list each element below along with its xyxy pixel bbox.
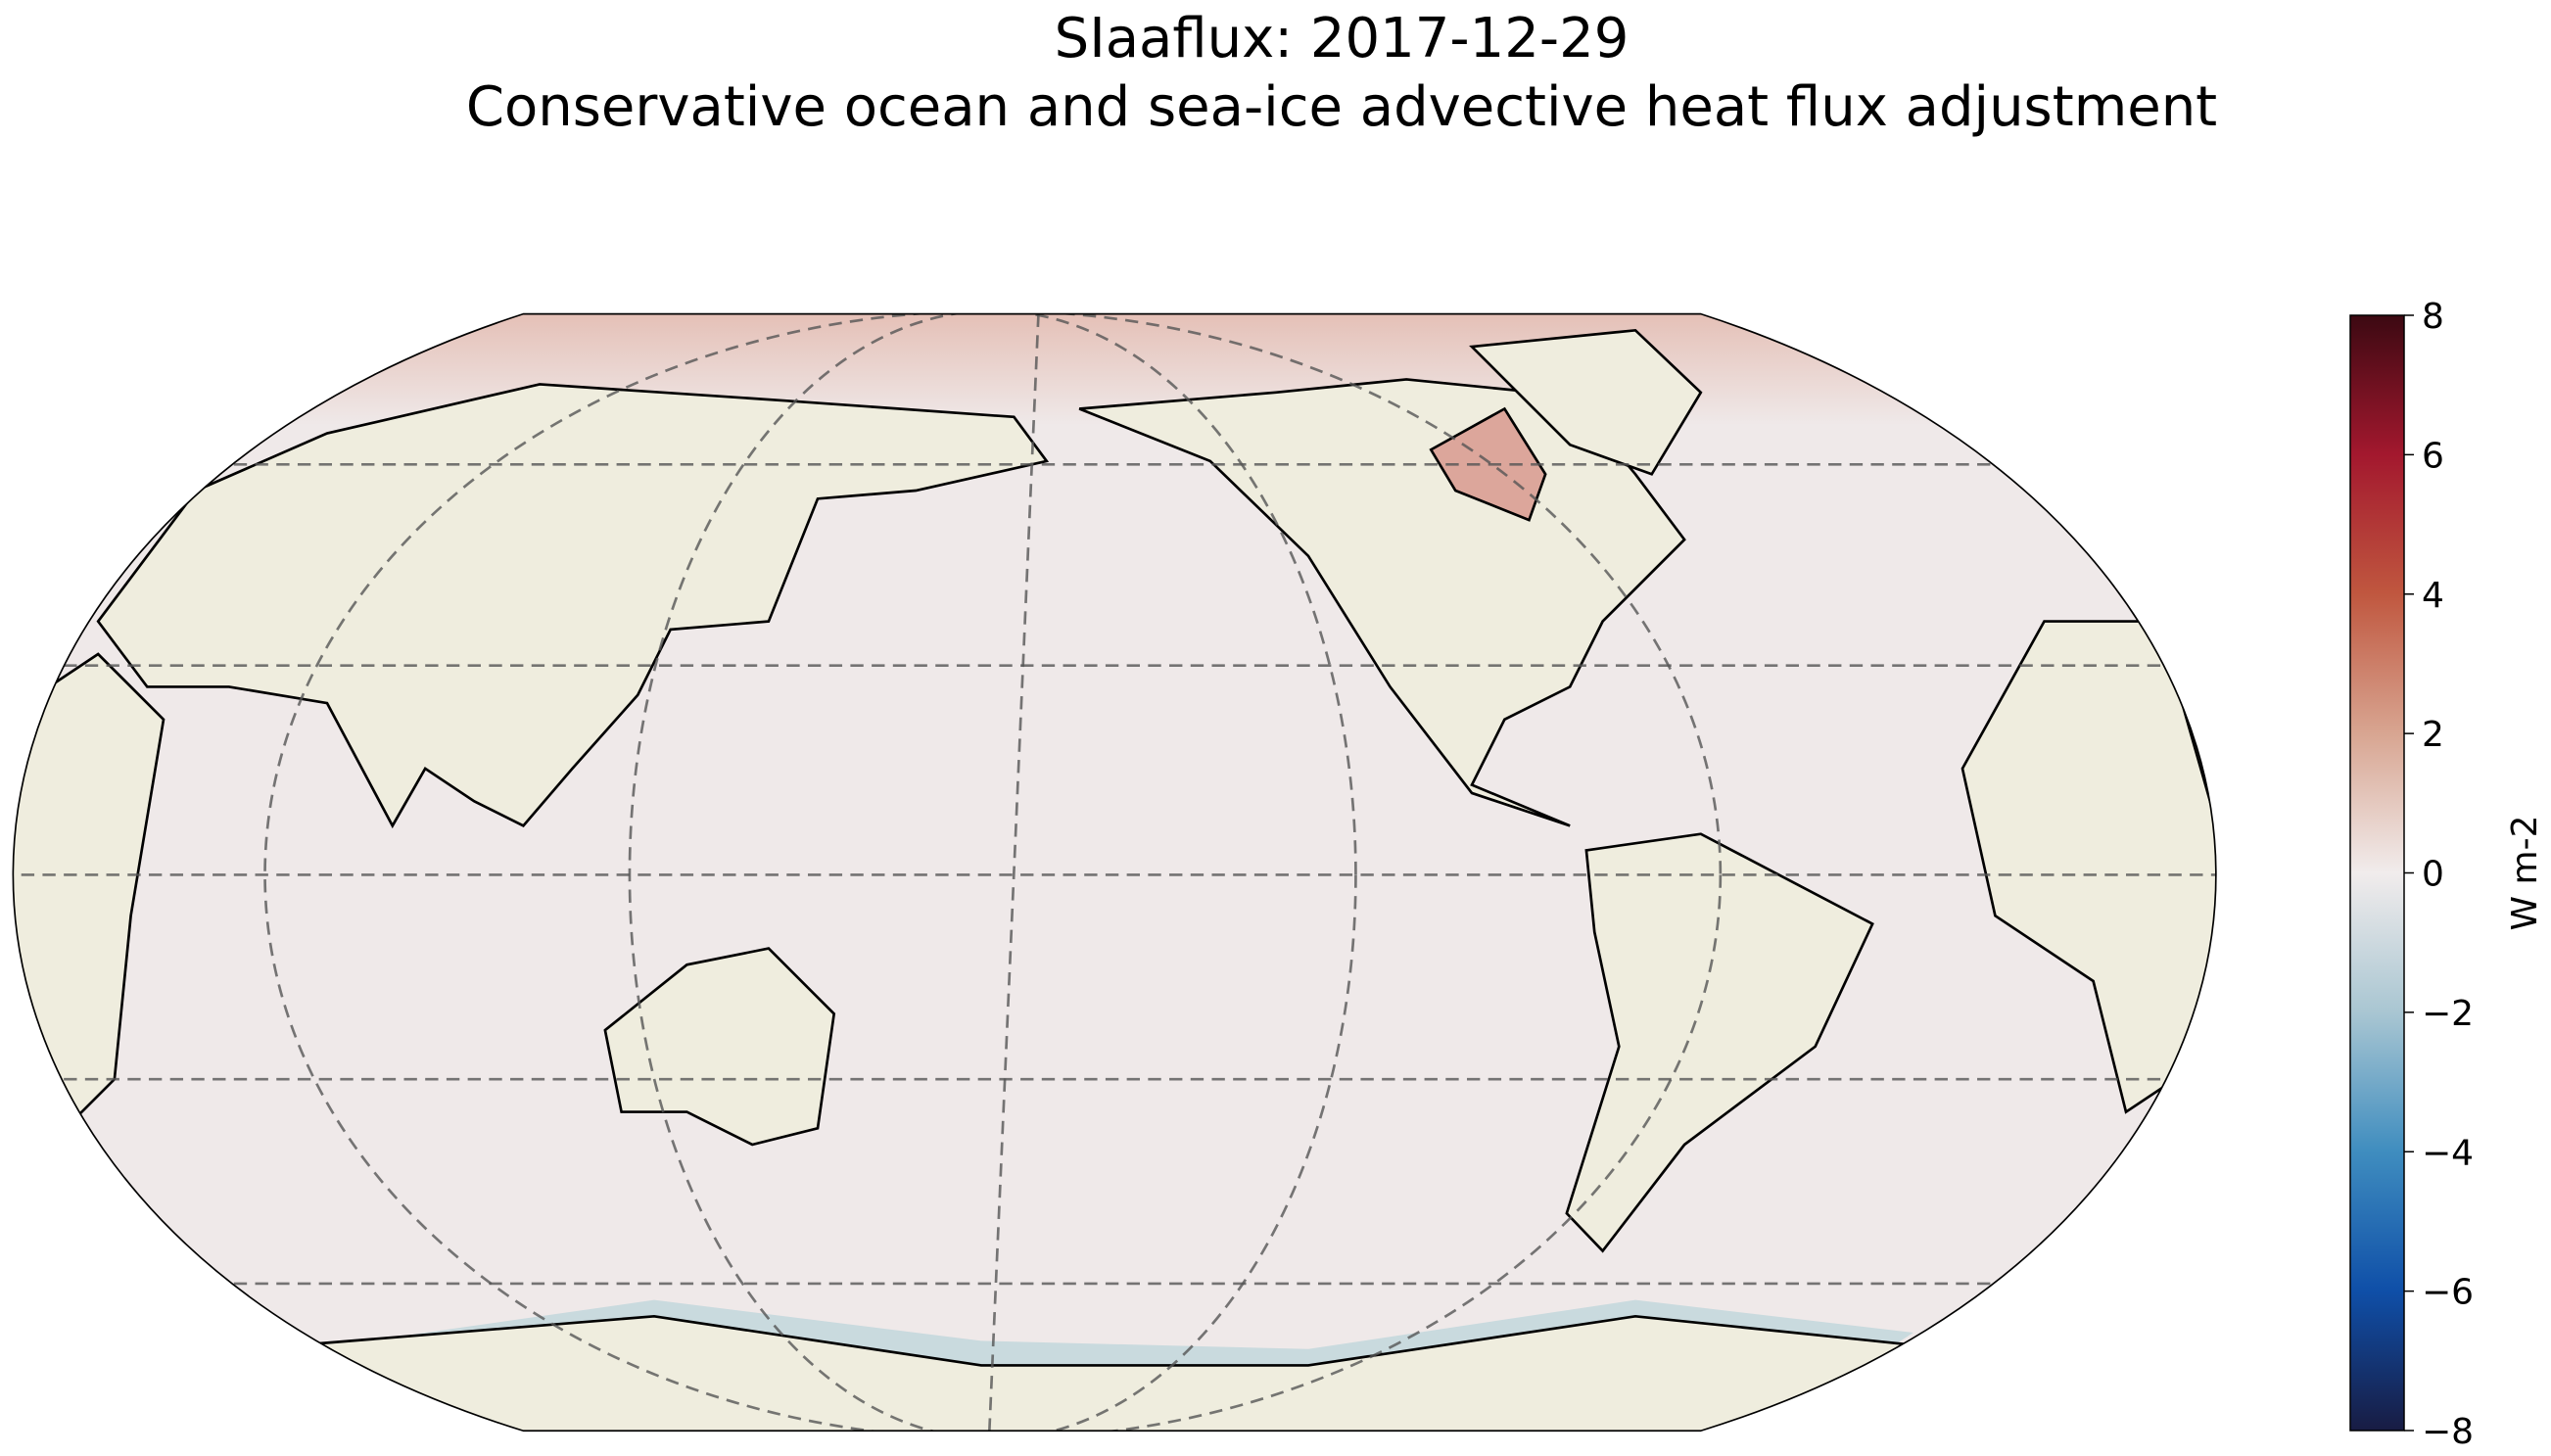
colorbar-tick-label: −8	[2422, 1412, 2474, 1452]
south-america	[1565, 832, 1874, 1253]
colorbar-tick-label: 8	[2422, 297, 2444, 337]
colorbar-tick-label: −6	[2422, 1273, 2474, 1313]
australia	[603, 947, 836, 1147]
meridian	[263, 313, 1723, 1432]
colorbar-ramp	[2349, 314, 2405, 1432]
map-outline	[12, 312, 2217, 1433]
colorbar-tick-label: 6	[2422, 436, 2444, 476]
colorbar-tick-label: −2	[2422, 994, 2474, 1034]
colorbar: −8 −6 −4 −2 0 2 4 6 8 W m-2	[2349, 297, 2545, 1452]
colorbar-tick-label: −4	[2422, 1133, 2474, 1173]
colorbar-tick-label: 2	[2422, 715, 2444, 755]
land	[13, 328, 2216, 1432]
map-subtitle: Conservative ocean and sea-ice advective…	[466, 75, 2217, 139]
map-body	[13, 313, 2216, 1432]
europe-africa	[1960, 620, 2216, 1114]
meridian	[628, 313, 1357, 1432]
colorbar-tick-label: 4	[2422, 576, 2444, 616]
map-title: SIaaflux: 2017-12-29	[1055, 7, 1630, 70]
antarctica	[307, 1315, 1909, 1432]
meridian	[988, 313, 1040, 1432]
colorbar-tick-label: 0	[2422, 855, 2444, 895]
graticule	[13, 313, 2216, 1432]
eurasia	[96, 383, 1050, 829]
map	[12, 312, 2217, 1433]
greenland	[1469, 328, 1703, 476]
colorbar-label: W m-2	[2505, 815, 2545, 930]
